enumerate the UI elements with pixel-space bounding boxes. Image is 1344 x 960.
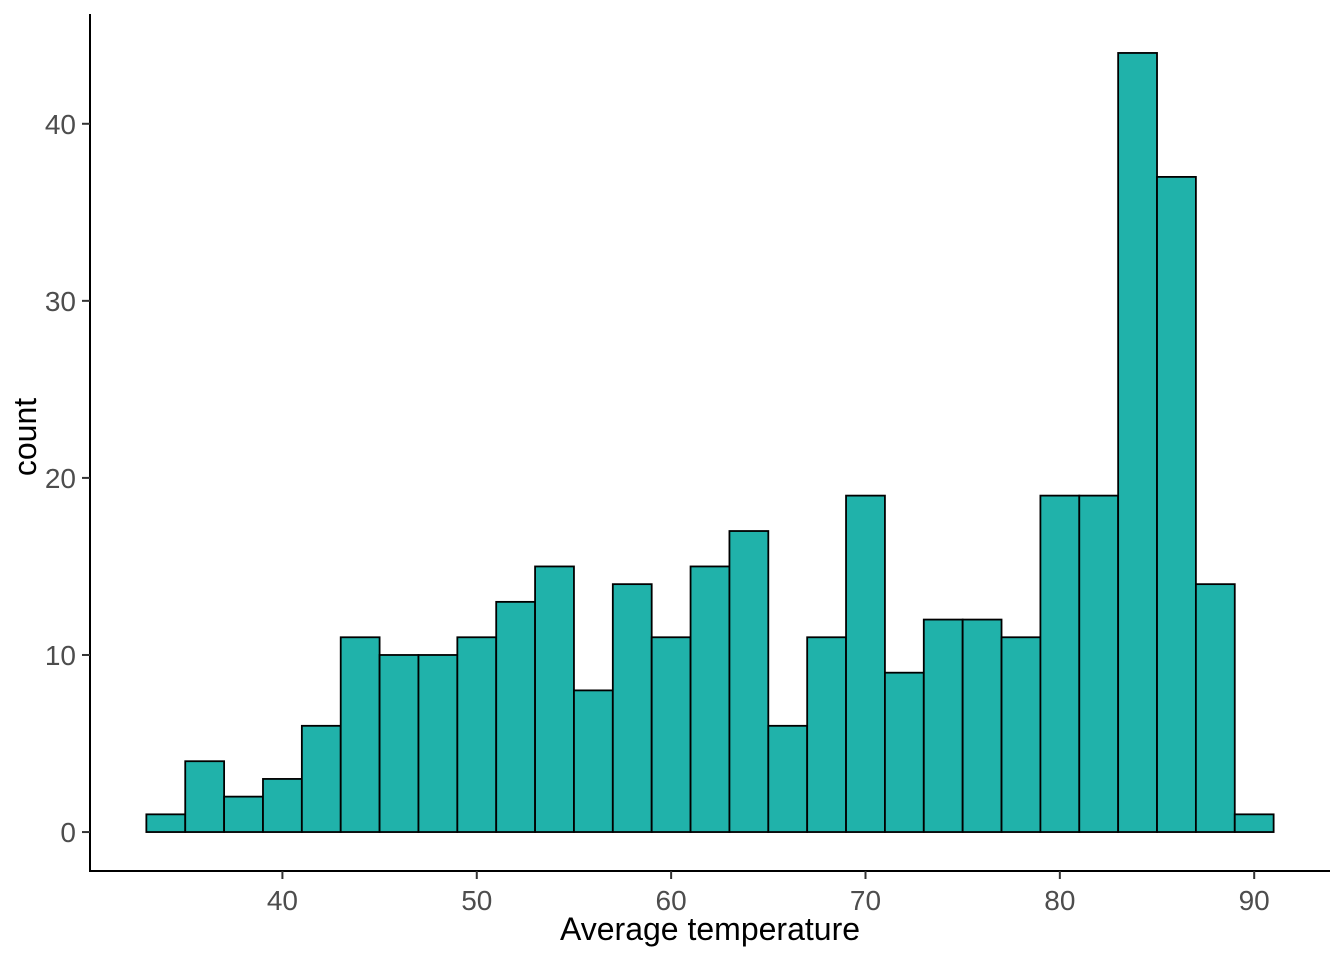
- tick-layer: [82, 122, 1256, 879]
- x-tick-label: 90: [1239, 885, 1270, 916]
- x-tick-label: 70: [850, 885, 881, 916]
- histogram-bar: [300, 724, 342, 833]
- histogram-bar: [534, 565, 575, 833]
- bars-layer: [145, 52, 1275, 833]
- histogram-bar: [184, 760, 226, 833]
- y-tick-label: 10: [45, 640, 76, 671]
- x-tick-label: 60: [656, 885, 687, 916]
- axis-layer: [89, 14, 1330, 872]
- histogram-bar: [1156, 175, 1197, 833]
- histogram-bar: [456, 636, 498, 833]
- histogram-bar: [1000, 636, 1042, 833]
- histogram-bar: [1078, 494, 1120, 833]
- y-axis-title: count: [7, 398, 43, 476]
- x-tick-label: 40: [267, 885, 298, 916]
- y-tick-label: 20: [45, 463, 76, 494]
- histogram-bar: [378, 654, 420, 833]
- histogram-bar: [611, 583, 653, 833]
- histogram-bar: [1117, 52, 1158, 833]
- x-tick-label: 80: [1044, 885, 1075, 916]
- histogram-bar: [884, 671, 925, 833]
- histogram-bar: [339, 636, 381, 833]
- histogram-bar: [417, 654, 459, 833]
- tick-label-layer: 40 50 60 70 80 90 0 10 20 30 40: [45, 109, 1270, 916]
- y-tick-label: 0: [60, 817, 76, 848]
- y-tick-label: 40: [45, 109, 76, 140]
- histogram-bar: [650, 636, 692, 833]
- histogram-bar: [573, 689, 614, 833]
- histogram-bar: [1233, 813, 1275, 833]
- x-axis-title: Average temperature: [560, 911, 860, 947]
- histogram-bar: [223, 795, 264, 833]
- histogram-bar: [767, 724, 809, 833]
- histogram-bar: [262, 778, 303, 833]
- histogram-bar: [845, 494, 886, 833]
- x-tick-label: 50: [461, 885, 492, 916]
- histogram-bar: [689, 565, 731, 833]
- histogram-bar: [1194, 583, 1236, 833]
- histogram-bar: [1039, 494, 1081, 833]
- histogram-bar: [728, 530, 770, 833]
- y-tick-label: 30: [45, 286, 76, 317]
- histogram-bar: [495, 600, 536, 833]
- histogram-bar: [961, 618, 1003, 833]
- histogram-bar: [145, 813, 187, 833]
- histogram-bar: [922, 618, 964, 833]
- histogram-bar: [806, 636, 847, 833]
